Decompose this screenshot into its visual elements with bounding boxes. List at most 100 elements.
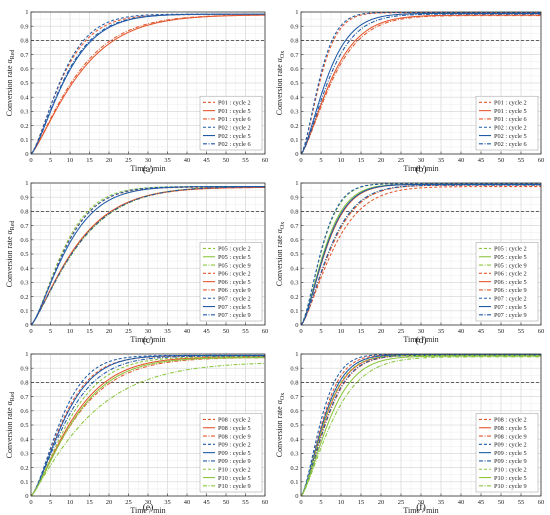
series-line	[300, 354, 541, 497]
y-tick-label: 0.1	[290, 137, 298, 144]
x-tick-label: 45	[203, 499, 210, 506]
x-tick-label: 40	[458, 328, 465, 335]
y-tick-label: 0.6	[20, 237, 29, 244]
x-tick-label: 60	[538, 328, 545, 335]
y-tick-label: 0.4	[20, 94, 29, 101]
x-tick-label: 35	[438, 499, 445, 506]
y-tick-label: 0.2	[290, 294, 298, 301]
y-tick-label: 0.6	[20, 66, 29, 73]
chart-panel-c: 0 5 10 15 20 25 30 35 40 45 50 55 60 0 0.1 0.2 0.3 0.4 0.5…	[5, 180, 268, 346]
y-tick-label: 0.3	[290, 109, 298, 116]
y-tick-label: 0.1	[20, 479, 28, 486]
x-tick-label: 15	[86, 499, 93, 506]
legend-label: P09 : cycle 2	[218, 442, 251, 449]
series-line	[30, 186, 265, 326]
series-line	[300, 183, 541, 326]
legend-label: P05 : cycle 5	[494, 254, 527, 261]
x-tick-label: 25	[398, 157, 405, 164]
y-tick-label: 0.3	[290, 451, 298, 458]
x-axis-label: Time / min	[403, 506, 438, 515]
y-tick-label: 0.6	[290, 66, 299, 73]
legend-label: P08 : cycle 5	[218, 425, 251, 432]
x-tick-label: 5	[49, 499, 52, 506]
chart-panel-f: 0 5 10 15 20 25 30 35 40 45 50 55 60 0 0.1 0.2 0.3 0.4 0.5…	[275, 351, 544, 515]
y-tick-label: 0.8	[20, 38, 28, 45]
y-tick-label: 1	[25, 9, 28, 16]
y-tick-label: 0.3	[20, 280, 28, 287]
legend-label: P10 : cycle 9	[218, 483, 251, 490]
y-tick-label: 0.5	[290, 80, 298, 87]
x-tick-label: 40	[184, 157, 191, 164]
panel-caption: (a)	[143, 164, 154, 175]
y-tick-label: 0.5	[20, 251, 28, 258]
legend-label: P07 : cycle 9	[494, 312, 527, 319]
x-tick-label: 60	[262, 157, 269, 164]
legend-label: P08 : cycle 5	[494, 425, 527, 432]
legend-label: P05 : cycle 9	[218, 262, 251, 269]
legend-label: P10 : cycle 2	[218, 466, 251, 473]
y-tick-label: 1	[25, 351, 28, 358]
legend-label: P02 : cycle 5	[218, 133, 251, 140]
x-tick-label: 35	[438, 328, 445, 335]
y-tick-label: 0.2	[20, 465, 28, 472]
series-line	[30, 186, 266, 326]
legend-label: P02 : cycle 6	[494, 141, 527, 148]
x-tick-label: 30	[418, 157, 425, 164]
x-tick-label: 0	[299, 499, 302, 506]
y-tick-label: 0.2	[20, 294, 28, 301]
x-tick-label: 5	[49, 157, 52, 164]
x-tick-label: 10	[67, 157, 74, 164]
series-line	[300, 354, 541, 497]
x-tick-label: 30	[145, 499, 152, 506]
legend-label: P09 : cycle 5	[494, 450, 527, 457]
legend-label: P09 : cycle 5	[218, 450, 251, 457]
x-tick-label: 10	[338, 499, 345, 506]
y-tick-label: 0.5	[20, 80, 28, 87]
y-tick-label: 0.3	[20, 451, 28, 458]
x-tick-label: 60	[538, 157, 545, 164]
x-tick-label: 10	[67, 499, 74, 506]
y-tick-label: 0.7	[290, 223, 299, 230]
legend-label: P08 : cycle 2	[494, 417, 527, 424]
y-tick-label: 0.7	[290, 52, 299, 59]
x-tick-label: 45	[203, 157, 210, 164]
series-line	[30, 357, 266, 497]
x-tick-label: 10	[338, 328, 345, 335]
y-tick-label: 0.3	[20, 109, 28, 116]
x-tick-label: 15	[358, 157, 365, 164]
y-tick-label: 0.9	[20, 194, 28, 201]
x-tick-label: 0	[29, 328, 32, 335]
y-tick-label: 0.7	[290, 394, 299, 401]
y-axis-label: Conversion rate αRed	[5, 392, 16, 459]
x-tick-label: 35	[164, 157, 171, 164]
series-line	[300, 354, 541, 497]
x-axis-label: Time / min	[130, 164, 165, 173]
y-tick-label: 0.4	[290, 265, 299, 272]
series-line	[300, 15, 541, 155]
x-tick-label: 20	[106, 157, 113, 164]
x-tick-label: 25	[125, 328, 132, 335]
y-tick-label: 0	[25, 493, 28, 500]
y-tick-label: 0.7	[20, 394, 29, 401]
legend-label: P09 : cycle 9	[218, 458, 251, 465]
y-tick-label: 0.4	[20, 436, 29, 443]
x-axis-label: Time / min	[403, 164, 438, 173]
x-tick-label: 45	[478, 499, 485, 506]
legend-label: P05 : cycle 2	[218, 246, 251, 253]
series-line	[30, 355, 265, 497]
x-tick-label: 55	[242, 157, 249, 164]
legend-label: P02 : cycle 2	[218, 124, 251, 131]
x-tick-label: 0	[29, 157, 32, 164]
x-tick-label: 40	[184, 499, 191, 506]
legend-label: P06 : cycle 2	[218, 271, 251, 278]
legend-label: P07 : cycle 2	[494, 295, 527, 302]
y-tick-label: 0.6	[20, 408, 29, 415]
chart-panel-b: 0 5 10 15 20 25 30 35 40 45 50 55 60 0 0.1 0.2 0.3 0.4 0.5…	[275, 9, 544, 175]
x-tick-label: 60	[538, 499, 545, 506]
y-tick-label: 1	[295, 180, 298, 187]
x-tick-label: 55	[518, 499, 525, 506]
x-tick-label: 50	[223, 499, 230, 506]
